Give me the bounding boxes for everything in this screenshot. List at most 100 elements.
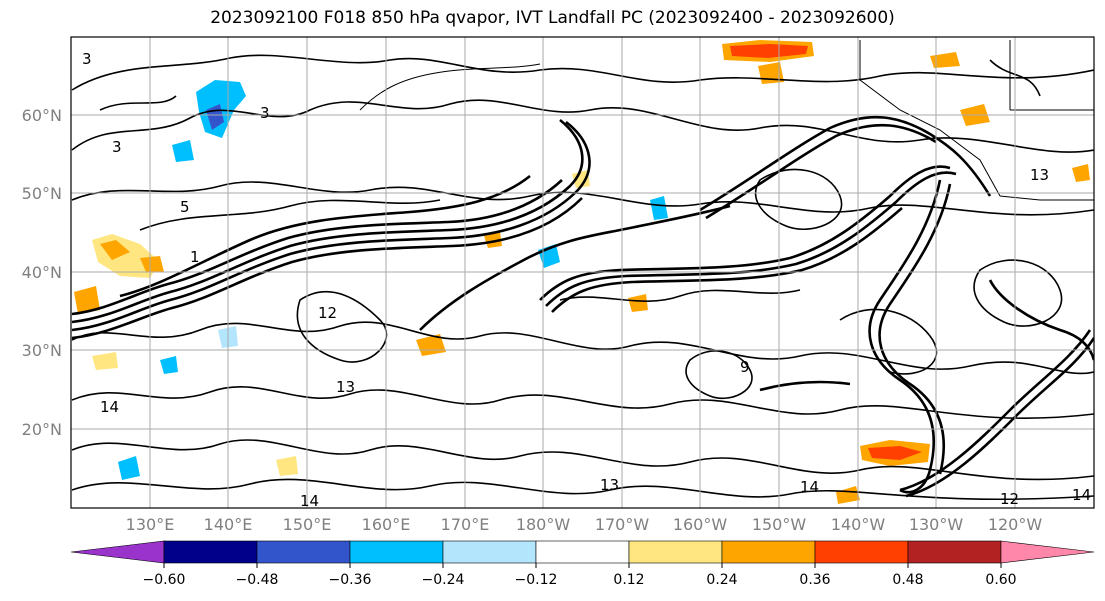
colorbar-cells	[70, 540, 1095, 564]
contour-label: 1	[190, 248, 200, 266]
ivt-band	[71, 179, 563, 316]
ivt-band	[71, 120, 591, 332]
colorbar-tick-label: 0.60	[985, 572, 1016, 588]
shading-patch	[74, 286, 100, 314]
contour-label: 5	[180, 198, 190, 216]
lon-label: 170°E	[441, 515, 490, 534]
ivt-band	[699, 115, 992, 212]
contour-labels: 3 3 3 1 5 13 13 14 14 14 12 12 14 9 13	[82, 50, 1091, 510]
contour-label: 3	[82, 50, 92, 68]
colorbar-cell	[721, 540, 816, 564]
lon-label: 120°W	[988, 515, 1043, 534]
contour-line	[989, 59, 1041, 97]
coastline	[359, 63, 541, 111]
colorbar-tick-label: −0.60	[143, 572, 186, 588]
colorbar-tick-label: −0.12	[515, 572, 558, 588]
contour-label: 12	[1000, 490, 1019, 508]
anomaly-shading	[74, 40, 1090, 504]
contour-line	[71, 99, 1094, 153]
lon-label: 170°W	[595, 515, 650, 534]
contour-line	[973, 259, 1063, 327]
contour-label: 14	[1072, 486, 1091, 504]
lon-label: 180°W	[516, 515, 571, 534]
coastline	[999, 195, 1094, 201]
contour-label: 13	[600, 476, 619, 494]
lon-label: 130°W	[909, 515, 964, 534]
ivt-band	[551, 207, 903, 313]
shading-patch	[650, 196, 668, 220]
colorbar-cell	[814, 540, 909, 564]
colorbar-tick-label: −0.48	[236, 572, 279, 588]
lon-label: 140°W	[831, 515, 886, 534]
contour-line	[839, 308, 938, 375]
contour-label: 14	[100, 398, 119, 416]
coastline	[859, 40, 1001, 197]
lat-label: 50°N	[22, 184, 62, 203]
ivt-band	[868, 179, 942, 494]
shading-patch	[118, 456, 140, 480]
lat-label: 20°N	[22, 420, 62, 439]
ivt-band	[905, 337, 1094, 498]
contour-line	[71, 478, 1094, 501]
shading-patch	[140, 256, 164, 272]
latitude-labels: 60°N 50°N 40°N 30°N 20°N	[22, 106, 62, 439]
shading-patch	[628, 294, 648, 312]
lon-label: 140°E	[204, 515, 253, 534]
contour-line	[99, 95, 177, 111]
contour-label: 13	[336, 378, 355, 396]
shading-patch	[160, 356, 178, 374]
contour-line	[71, 439, 1094, 481]
ivt-band	[71, 118, 584, 324]
shading-patch	[276, 456, 298, 476]
lon-label: 160°W	[673, 515, 728, 534]
shading-patch	[730, 44, 808, 58]
thin-contours	[71, 54, 1094, 501]
colorbar-tick-label: 0.12	[613, 572, 644, 588]
ivt-band	[419, 204, 731, 331]
shading-patch	[930, 52, 960, 68]
colorbar-tick-label: 0.36	[799, 572, 830, 588]
lon-label: 150°W	[752, 515, 807, 534]
contour-label: 12	[318, 304, 337, 322]
shading-patch	[572, 170, 590, 188]
colorbar-cell	[442, 540, 537, 564]
lat-label: 30°N	[22, 341, 62, 360]
lon-label: 160°E	[362, 515, 411, 534]
colorbar-tick-label: −0.36	[329, 572, 372, 588]
shading-patch	[92, 352, 118, 370]
ivt-band	[71, 197, 583, 340]
colorbar-tick-label: 0.24	[706, 572, 737, 588]
ivt-band	[545, 171, 957, 307]
shading-patch	[100, 240, 130, 260]
lon-label: 150°E	[283, 515, 332, 534]
colorbar: −0.60 −0.48 −0.36 −0.24 −0.12 0.12 0.24 0.36 0.4…	[70, 540, 1095, 588]
ivt-band	[899, 329, 1092, 492]
coastlines	[359, 40, 1094, 201]
contour-label: 3	[260, 104, 270, 122]
contour-label: 14	[800, 478, 819, 496]
ivt-band	[988, 279, 1094, 361]
colorbar-cell	[1000, 540, 1095, 564]
contour-label: 14	[300, 492, 319, 510]
contour-line	[71, 321, 1094, 375]
colorbar-cell	[163, 540, 258, 564]
colorbar-cell	[349, 540, 444, 564]
contour-line	[754, 168, 843, 231]
map-border	[70, 36, 1095, 509]
shading-patch	[868, 446, 922, 460]
shading-patch	[172, 140, 194, 162]
lon-label: 130°E	[126, 515, 175, 534]
contour-line	[71, 54, 1094, 91]
colorbar-cell	[535, 540, 630, 564]
contour-label: 3	[112, 138, 122, 156]
colorbar-cell	[256, 540, 351, 564]
longitude-labels: 130°E 140°E 150°E 160°E 170°E 180°W 170°…	[126, 515, 1043, 534]
lat-label: 40°N	[22, 263, 62, 282]
contour-label: 9	[740, 358, 750, 376]
colorbar-cell	[907, 540, 1002, 564]
contour-line	[685, 350, 753, 400]
colorbar-tick-label: −0.24	[422, 572, 465, 588]
contour-label: 13	[1030, 166, 1049, 184]
shading-patch	[1072, 164, 1090, 182]
